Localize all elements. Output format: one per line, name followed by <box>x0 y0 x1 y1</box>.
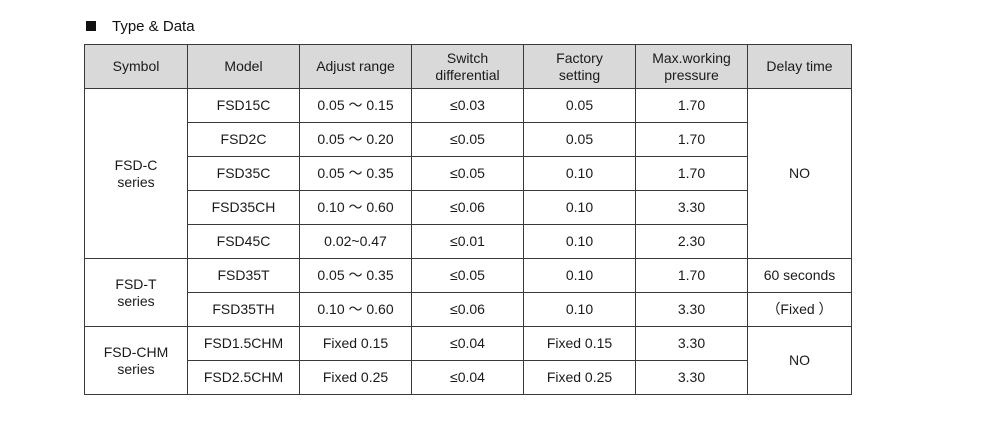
header-switch-differential: Switch differential <box>411 44 524 89</box>
table-row: FSD-CHM series FSD1.5CHM Fixed 0.15 ≤0.0… <box>84 326 852 395</box>
adjust-range-cell: 0.10 〜 0.60 <box>299 190 412 225</box>
adjust-range-cell: Fixed 0.25 <box>299 360 412 395</box>
factory-setting-cell: 0.10 <box>523 190 636 225</box>
switch-differential-cell: ≤0.05 <box>411 156 524 191</box>
max-pressure-cell: 3.30 <box>635 190 748 225</box>
model-cell: FSD35CH <box>187 190 300 225</box>
delay-cell-fsd-t-line2: （Fixed ） <box>747 292 852 327</box>
symbol-fsd-t-line2: series <box>117 292 155 309</box>
adjust-range-cell: 0.05 〜 0.35 <box>299 156 412 191</box>
header-factory-setting-line1: Factory <box>556 49 603 66</box>
table-row: FSD45C 0.02~0.47 ≤0.01 0.10 2.30 <box>85 224 852 259</box>
table-row: FSD35CH 0.10 〜 0.60 ≤0.06 0.10 3.30 <box>85 190 852 225</box>
factory-setting-cell: 0.10 <box>523 258 636 293</box>
table-row: FSD2C 0.05 〜 0.20 ≤0.05 0.05 1.70 <box>85 122 852 157</box>
factory-setting-cell: 0.10 <box>523 156 636 191</box>
symbol-cell-fsd-chm: FSD-CHM series <box>84 326 188 395</box>
factory-setting-cell: Fixed 0.15 <box>523 326 636 361</box>
delay-cell-fsd-c: NO <box>747 88 852 259</box>
adjust-range-cell: 0.02~0.47 <box>299 224 412 259</box>
switch-differential-cell: ≤0.04 <box>411 360 524 395</box>
symbol-cell-fsd-t: FSD-T series <box>84 258 188 327</box>
delay-cell-fsd-t-line1: 60 seconds <box>747 258 852 293</box>
max-pressure-cell: 3.30 <box>635 360 748 395</box>
switch-differential-cell: ≤0.01 <box>411 224 524 259</box>
adjust-range-cell: 0.10 〜 0.60 <box>299 292 412 327</box>
factory-setting-cell: 0.05 <box>523 122 636 157</box>
adjust-range-cell: Fixed 0.15 <box>299 326 412 361</box>
factory-setting-cell: 0.05 <box>523 88 636 123</box>
model-cell: FSD35C <box>187 156 300 191</box>
adjust-range-cell: 0.05 〜 0.15 <box>299 88 412 123</box>
max-pressure-cell: 1.70 <box>635 258 748 293</box>
switch-differential-cell: ≤0.06 <box>411 190 524 225</box>
delay-cell-fsd-chm: NO <box>747 326 852 395</box>
max-pressure-cell: 1.70 <box>635 156 748 191</box>
section-title: Type & Data <box>86 16 195 36</box>
table-row: FSD35C 0.05 〜 0.35 ≤0.05 0.10 1.70 <box>85 156 852 191</box>
section-title-text: Type & Data <box>112 17 195 35</box>
symbol-cell-fsd-c: FSD-C series <box>84 88 188 259</box>
symbol-fsd-c-line1: FSD-C <box>114 156 158 173</box>
model-cell: FSD1.5CHM <box>187 326 300 361</box>
max-pressure-cell: 1.70 <box>635 122 748 157</box>
max-pressure-cell: 3.30 <box>635 326 748 361</box>
symbol-fsd-t-line1: FSD-T <box>115 275 157 292</box>
header-max-working-pressure-line1: Max.working <box>652 49 731 66</box>
max-pressure-cell: 2.30 <box>635 224 748 259</box>
model-cell: FSD2.5CHM <box>187 360 300 395</box>
adjust-range-cell: 0.05 〜 0.35 <box>299 258 412 293</box>
max-pressure-cell: 1.70 <box>635 88 748 123</box>
model-cell: FSD35TH <box>187 292 300 327</box>
model-cell: FSD35T <box>187 258 300 293</box>
factory-setting-cell: 0.10 <box>523 292 636 327</box>
header-switch-differential-line1: Switch <box>446 49 489 66</box>
switch-differential-cell: ≤0.06 <box>411 292 524 327</box>
header-factory-setting-line2: setting <box>558 66 601 83</box>
header-switch-differential-line2: differential <box>435 66 500 83</box>
switch-differential-cell: ≤0.05 <box>411 258 524 293</box>
symbol-fsd-chm-line1: FSD-CHM <box>103 343 169 360</box>
switch-differential-cell: ≤0.03 <box>411 88 524 123</box>
factory-setting-cell: Fixed 0.25 <box>523 360 636 395</box>
switch-differential-cell: ≤0.05 <box>411 122 524 157</box>
switch-differential-cell: ≤0.04 <box>411 326 524 361</box>
adjust-range-cell: 0.05 〜 0.20 <box>299 122 412 157</box>
table-header-row: Symbol Model Adjust range Switch differe… <box>84 44 852 89</box>
header-adjust-range: Adjust range <box>299 44 412 89</box>
header-model: Model <box>187 44 300 89</box>
table-row: FSD-C series FSD15C 0.05 〜 0.15 ≤0.03 0.… <box>84 88 852 259</box>
model-cell: FSD2C <box>187 122 300 157</box>
table-row: FSD35TH 0.10 〜 0.60 ≤0.06 0.10 3.30 （Fix… <box>85 292 852 327</box>
header-max-working-pressure-line2: pressure <box>664 66 719 83</box>
type-data-table: Symbol Model Adjust range Switch differe… <box>84 44 852 395</box>
model-cell: FSD15C <box>187 88 300 123</box>
table-row: FSD-T series FSD35T 0.05 〜 0.35 ≤0.05 0.… <box>84 258 852 327</box>
symbol-fsd-c-line2: series <box>117 173 155 190</box>
max-pressure-cell: 3.30 <box>635 292 748 327</box>
header-max-working-pressure: Max.working pressure <box>635 44 748 89</box>
header-factory-setting: Factory setting <box>523 44 636 89</box>
square-bullet-icon <box>86 21 96 31</box>
model-cell: FSD45C <box>187 224 300 259</box>
factory-setting-cell: 0.10 <box>523 224 636 259</box>
header-symbol: Symbol <box>84 44 188 89</box>
header-delay-time: Delay time <box>747 44 852 89</box>
table-row: FSD2.5CHM Fixed 0.25 ≤0.04 Fixed 0.25 3.… <box>85 360 852 395</box>
symbol-fsd-chm-line2: series <box>117 360 155 377</box>
